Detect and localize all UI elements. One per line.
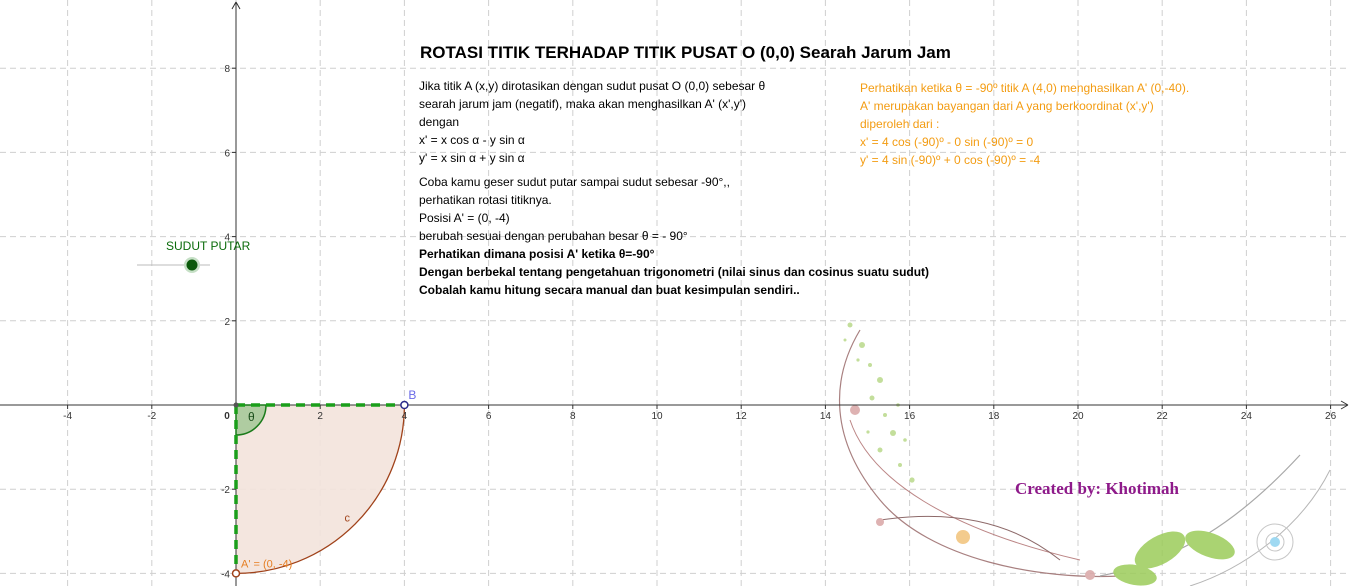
description-line: searah jarum jam (negatif), maka akan me… (419, 97, 747, 111)
point-B-label: B (408, 388, 416, 402)
x-tick-label: 0 (224, 411, 230, 422)
x-tick-label: 18 (988, 411, 1000, 422)
x-tick-label: 16 (904, 411, 916, 422)
description-text: Jika titik A (x,y) dirotasikan dengan su… (419, 77, 765, 167)
x-tick-label: -2 (147, 411, 156, 422)
bold-line: Cobalah kamu hitung secara manual dan bu… (419, 283, 800, 297)
x-tick-label: 8 (570, 411, 576, 422)
x-tick-label: 12 (736, 411, 748, 422)
instruction-text: Coba kamu geser sudut putar sampai sudut… (419, 173, 929, 299)
rotation-sector (236, 405, 405, 574)
y-tick-label: 2 (224, 317, 230, 328)
description-line: y' = x sin α + y sin α (419, 151, 525, 165)
instruction-line: perhatikan rotasi titiknya. (419, 193, 552, 207)
x-tick-label: 24 (1241, 411, 1253, 422)
y-tick-label: -2 (221, 485, 230, 496)
x-tick-label: -4 (63, 411, 72, 422)
slider-handle-inner[interactable] (186, 259, 198, 271)
slider-sudut-putar[interactable] (137, 257, 210, 273)
origin-point (233, 402, 239, 408)
y-tick-label: 4 (224, 233, 230, 244)
instruction-line: Coba kamu geser sudut putar sampai sudut… (419, 175, 730, 189)
x-tick-label: 14 (820, 411, 832, 422)
y-tick-label: 6 (224, 148, 230, 159)
description-line: Jika titik A (x,y) dirotasikan dengan su… (419, 79, 766, 93)
x-tick-label: 26 (1325, 411, 1337, 422)
floral-decoration (839, 322, 1331, 586)
hint-line: diperoleh dari : (860, 117, 940, 131)
credit-text: Created by: Khotimah (1015, 479, 1180, 498)
y-tick-label: 8 (224, 64, 230, 75)
point-A-prime[interactable] (231, 569, 241, 578)
point-B[interactable] (400, 400, 409, 410)
description-line: x' = x cos α - y sin α (419, 133, 525, 147)
arc-c-label: c (344, 512, 350, 524)
angle-theta-marker (235, 404, 267, 436)
hint-line: y' = 4 sin (-90)º + 0 cos (-90)º = -4 (860, 153, 1041, 167)
description-line: dengan (419, 115, 460, 129)
x-tick-label: 6 (486, 411, 492, 422)
hint-line: Perhatikan ketika θ = -90º titik A (4,0)… (860, 81, 1190, 95)
instruction-line: Posisi A' = (0, -4) (419, 211, 510, 225)
point-A-prime-label: A' = (0, -4) (241, 558, 292, 570)
x-tick-label: 4 (402, 411, 408, 422)
hint-text: Perhatikan ketika θ = -90º titik A (4,0)… (860, 79, 1189, 169)
y-axis-arrow (231, 1, 241, 10)
instruction-line: berubah sesuai dengan perubahan besar θ … (419, 229, 688, 243)
x-tick-label: 10 (651, 411, 663, 422)
hint-line: A' merupakan bayangan dari A yang berkoo… (860, 99, 1154, 113)
x-axis-arrow (1340, 400, 1349, 410)
bold-line: Perhatikan dimana posisi A' ketika θ=-90… (419, 247, 655, 261)
x-tick-label: 22 (1157, 411, 1169, 422)
arc-c (235, 404, 406, 575)
hint-line: x' = 4 cos (-90)º - 0 sin (-90)º = 0 (860, 135, 1034, 149)
page-title: ROTASI TITIK TERHADAP TITIK PUSAT O (0,0… (420, 43, 951, 62)
bold-line: Dengan berbekal tentang pengetahuan trig… (419, 265, 930, 279)
slider-label: SUDUT PUTAR (166, 239, 251, 253)
x-tick-label: 20 (1072, 411, 1084, 422)
angle-theta-label: θ (248, 410, 255, 424)
x-tick-label: 2 (317, 411, 323, 422)
y-tick-label: -4 (221, 569, 230, 580)
